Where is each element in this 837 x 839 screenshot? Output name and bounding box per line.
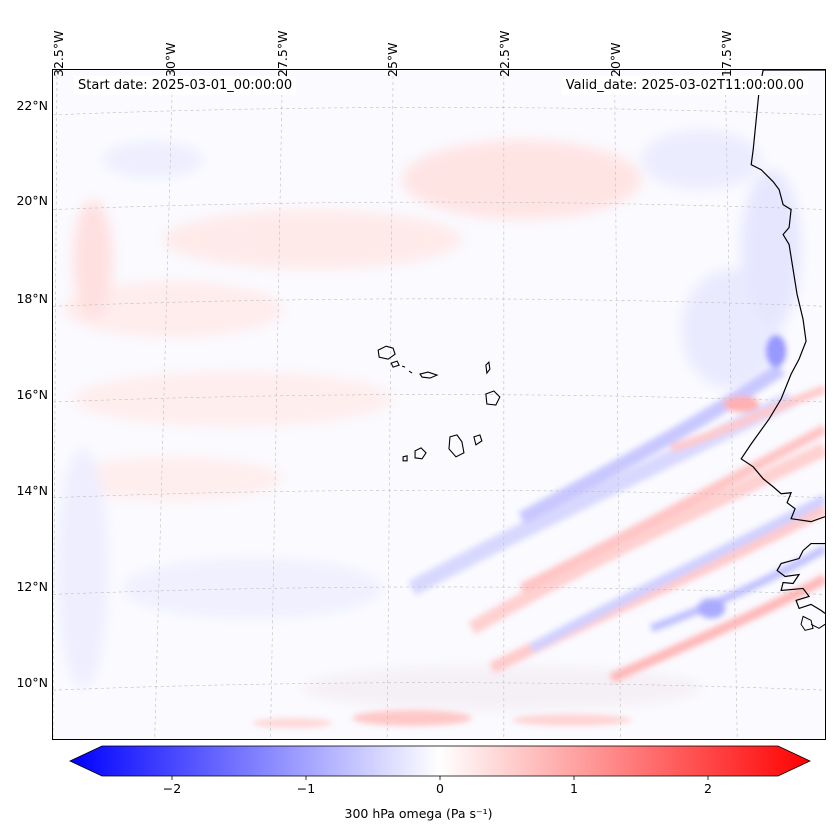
omega-wave-bands bbox=[252, 335, 825, 729]
colorbar-ticks bbox=[171, 776, 709, 780]
omega-background-patches bbox=[53, 70, 825, 739]
graticule bbox=[53, 70, 825, 739]
bissagos-islands bbox=[800, 615, 825, 631]
lon-label-27-5w: 27.5°W bbox=[275, 30, 290, 77]
omega-field bbox=[53, 70, 825, 739]
lat-label-18n: 18°N bbox=[16, 291, 48, 306]
cape-verde-islands bbox=[377, 345, 501, 462]
lat-label-20n: 20°N bbox=[16, 193, 48, 208]
lon-label-30w: 30°W bbox=[163, 42, 178, 77]
lat-label-12n: 12°N bbox=[16, 579, 48, 594]
lat-label-14n: 14°N bbox=[16, 483, 48, 498]
lat-label-10n: 10°N bbox=[16, 675, 48, 690]
valid-date-label: Valid_date: 2025-03-02T11:00:00.00 bbox=[561, 76, 808, 95]
lon-label-32-5w: 32.5°W bbox=[51, 30, 66, 77]
colorbar bbox=[69, 745, 811, 780]
lon-label-25w: 25°W bbox=[385, 42, 400, 77]
lat-label-16n: 16°N bbox=[16, 387, 48, 402]
colorbar-tick-minus2: −2 bbox=[162, 781, 182, 796]
colorbar-tick-minus1: −1 bbox=[296, 781, 316, 796]
lon-label-17-5w: 17.5°W bbox=[719, 30, 734, 77]
coastline-south bbox=[776, 542, 825, 614]
colorbar-tick-0: 0 bbox=[436, 781, 444, 796]
colorbar-tick-1: 1 bbox=[570, 781, 578, 796]
coastline-north bbox=[740, 70, 825, 523]
start-date-label: Start date: 2025-03-01_00:00:00 bbox=[74, 76, 297, 95]
lon-label-22-5w: 22.5°W bbox=[497, 30, 512, 77]
lat-label-22n: 22°N bbox=[16, 98, 48, 113]
lon-label-20w: 20°W bbox=[608, 42, 623, 77]
colorbar-label: 300 hPa omega (Pa s⁻¹) bbox=[344, 806, 493, 821]
colorbar-tick-2: 2 bbox=[704, 781, 712, 796]
map-panel[interactable] bbox=[52, 69, 826, 740]
colorbar-gradient bbox=[69, 745, 811, 777]
